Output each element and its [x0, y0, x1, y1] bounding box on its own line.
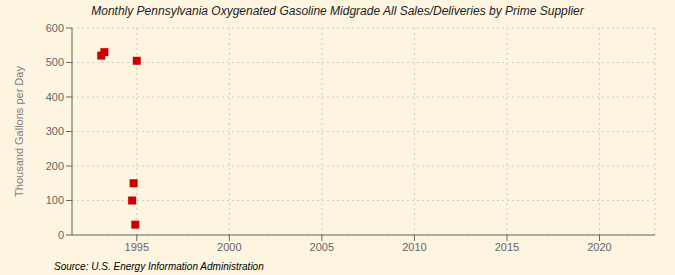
svg-text:300: 300 [46, 125, 64, 137]
svg-text:100: 100 [46, 194, 64, 206]
svg-text:500: 500 [46, 56, 64, 68]
svg-text:0: 0 [58, 229, 64, 241]
svg-text:1995: 1995 [125, 241, 149, 253]
svg-text:2005: 2005 [310, 241, 334, 253]
svg-text:400: 400 [46, 91, 64, 103]
svg-text:2000: 2000 [217, 241, 241, 253]
svg-text:Thousand Gallons per Day: Thousand Gallons per Day [13, 66, 25, 197]
html-text:Source: U.S. Energy Informatio: Source: U.S. Energy Information Administ… [54, 261, 264, 272]
svg-text:2020: 2020 [587, 241, 611, 253]
svg-text:2015: 2015 [495, 241, 519, 253]
svg-text:200: 200 [46, 160, 64, 172]
svg-text:2010: 2010 [402, 241, 426, 253]
svg-text:600: 600 [46, 22, 64, 34]
html-text:Monthly Pennsylvania Oxygenate: Monthly Pennsylvania Oxygenated Gasoline… [91, 4, 584, 18]
